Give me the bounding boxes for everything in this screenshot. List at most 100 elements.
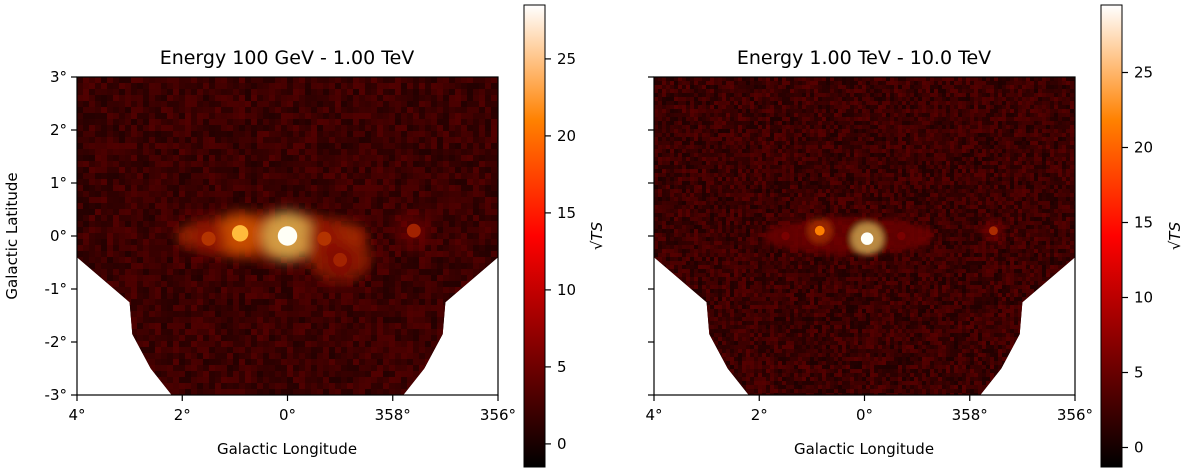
noise-cell (107, 323, 113, 329)
noise-cell (862, 77, 866, 81)
noise-cell (347, 347, 353, 353)
noise-cell (311, 305, 317, 311)
noise-cell (862, 105, 866, 109)
noise-cell (395, 251, 401, 257)
noise-cell (335, 101, 341, 107)
noise-cell (167, 311, 173, 317)
noise-cell (95, 293, 101, 299)
noise-cell (990, 105, 994, 109)
noise-cell (131, 215, 137, 221)
noise-cell (83, 107, 89, 113)
noise-cell (998, 89, 1002, 93)
noise-cell (113, 251, 119, 257)
noise-cell (834, 85, 838, 89)
noise-cell (119, 329, 125, 335)
noise-cell (754, 105, 758, 109)
noise-cell (365, 371, 371, 377)
noise-cell (287, 149, 293, 155)
noise-cell (485, 221, 491, 227)
noise-cell (305, 143, 311, 149)
noise-cell (738, 93, 742, 97)
noise-cell (1014, 109, 1018, 113)
noise-cell (269, 305, 275, 311)
noise-cell (101, 233, 107, 239)
noise-cell (365, 89, 371, 95)
noise-cell (113, 329, 119, 335)
noise-cell (413, 389, 419, 395)
noise-cell (994, 77, 998, 81)
noise-cell (353, 323, 359, 329)
noise-cell (113, 107, 119, 113)
noise-cell (479, 263, 485, 269)
noise-cell (1014, 117, 1018, 121)
noise-cell (173, 131, 179, 137)
noise-cell (473, 203, 479, 209)
noise-cell (239, 209, 245, 215)
noise-cell (371, 161, 377, 167)
noise-cell (377, 263, 383, 269)
noise-cell (786, 109, 790, 113)
noise-cell (878, 101, 882, 105)
noise-cell (431, 377, 437, 383)
noise-cell (137, 155, 143, 161)
noise-cell (269, 275, 275, 281)
noise-cell (347, 167, 353, 173)
noise-cell (167, 209, 173, 215)
noise-cell (790, 117, 794, 121)
noise-cell (287, 83, 293, 89)
noise-cell (149, 335, 155, 341)
noise-cell (245, 101, 251, 107)
noise-cell (359, 107, 365, 113)
noise-cell (347, 371, 353, 377)
noise-cell (437, 281, 443, 287)
noise-cell (155, 215, 161, 221)
noise-cell (77, 113, 83, 119)
noise-cell (978, 109, 982, 113)
noise-cell (191, 131, 197, 137)
noise-cell (730, 105, 734, 109)
noise-cell (95, 227, 101, 233)
noise-cell (359, 305, 365, 311)
noise-cell (954, 81, 958, 85)
noise-cell (269, 89, 275, 95)
noise-cell (389, 161, 395, 167)
noise-cell (966, 93, 970, 97)
source-peak (317, 231, 332, 246)
noise-cell (173, 335, 179, 341)
noise-cell (263, 281, 269, 287)
noise-cell (269, 299, 275, 305)
noise-cell (1034, 89, 1038, 93)
noise-cell (407, 179, 413, 185)
noise-cell (1010, 77, 1014, 81)
noise-cell (383, 125, 389, 131)
noise-cell (838, 85, 842, 89)
noise-cell (790, 89, 794, 93)
noise-cell (173, 209, 179, 215)
noise-cell (191, 341, 197, 347)
noise-cell (726, 85, 730, 89)
noise-cell (113, 143, 119, 149)
noise-cell (431, 281, 437, 287)
noise-cell (854, 81, 858, 85)
noise-cell (870, 85, 874, 89)
noise-cell (353, 149, 359, 155)
noise-cell (149, 323, 155, 329)
noise-cell (814, 117, 818, 121)
noise-cell (119, 155, 125, 161)
noise-cell (143, 185, 149, 191)
noise-cell (1054, 117, 1058, 121)
noise-cell (125, 293, 131, 299)
noise-cell (1018, 93, 1022, 97)
noise-cell (275, 173, 281, 179)
noise-cell (1054, 77, 1058, 81)
noise-cell (167, 203, 173, 209)
noise-cell (203, 149, 209, 155)
noise-cell (918, 85, 922, 89)
noise-cell (870, 89, 874, 93)
noise-cell (221, 311, 227, 317)
noise-cell (658, 105, 662, 109)
noise-cell (994, 97, 998, 101)
noise-cell (419, 383, 425, 389)
noise-cell (329, 329, 335, 335)
noise-cell (131, 389, 137, 395)
